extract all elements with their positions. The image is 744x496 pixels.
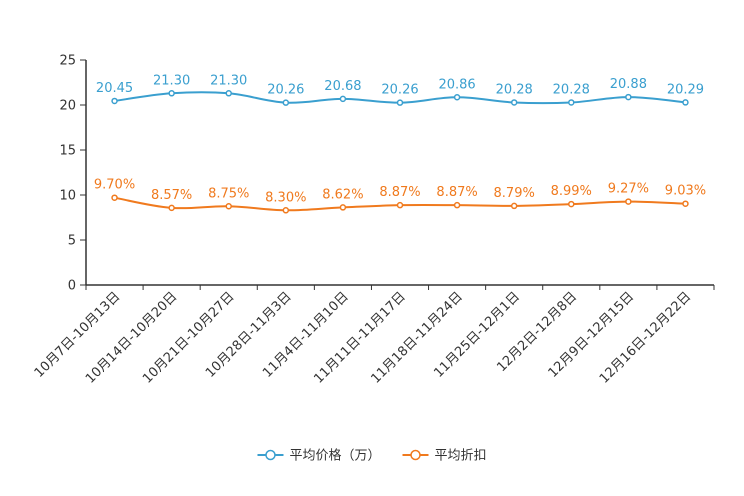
legend-item-0[interactable]: 平均价格（万）	[257, 448, 381, 464]
data-point[interactable]	[510, 99, 518, 106]
data-point[interactable]	[168, 90, 175, 97]
y-tick-label: 20	[59, 99, 76, 114]
data-label: 21.30	[210, 73, 247, 88]
y-tick-label: 15	[59, 144, 76, 159]
y-tick-label: 10	[59, 189, 76, 204]
data-point[interactable]	[168, 204, 175, 212]
data-label: 20.26	[381, 83, 418, 98]
data-label: 8.87%	[436, 185, 477, 200]
data-label: 20.86	[438, 77, 475, 92]
data-point[interactable]	[625, 93, 632, 101]
data-label: 8.99%	[551, 184, 592, 199]
legend-marker-icon	[410, 449, 421, 461]
data-point[interactable]	[396, 201, 404, 209]
data-point[interactable]	[682, 200, 689, 207]
data-point[interactable]	[282, 99, 290, 106]
data-point[interactable]	[396, 99, 404, 106]
data-label: 8.87%	[379, 185, 420, 200]
data-label: 8.75%	[208, 186, 249, 201]
y-tick-label: 5	[68, 234, 76, 249]
data-label: 8.57%	[151, 188, 192, 203]
data-label: 8.30%	[265, 190, 306, 205]
data-label: 9.27%	[608, 182, 649, 197]
legend-marker-icon	[265, 449, 276, 461]
data-label: 8.79%	[494, 186, 535, 201]
data-point[interactable]	[225, 203, 232, 210]
data-point[interactable]	[282, 207, 290, 214]
data-point[interactable]	[339, 204, 347, 211]
data-label: 20.29	[667, 82, 704, 97]
data-label: 20.68	[324, 79, 361, 94]
data-point[interactable]	[225, 90, 232, 97]
data-label: 9.03%	[665, 184, 706, 199]
data-label: 20.88	[610, 77, 647, 92]
legend-label: 平均折扣	[435, 449, 487, 464]
data-point[interactable]	[111, 194, 118, 201]
data-point[interactable]	[111, 97, 118, 105]
legend[interactable]: 平均价格（万） 平均折扣	[257, 448, 487, 464]
data-point[interactable]	[568, 200, 575, 208]
y-tick-label: 0	[68, 279, 76, 294]
data-label: 20.28	[496, 82, 533, 97]
data-label: 21.30	[153, 73, 190, 88]
series-0: 20.45 21.30 21.30 20.26 20.68 20.26 20.86 20.28…	[96, 73, 704, 106]
legend-label: 平均价格（万）	[289, 448, 380, 464]
data-point[interactable]	[625, 198, 632, 205]
data-point[interactable]	[568, 99, 575, 106]
data-label: 20.45	[96, 81, 133, 96]
data-point[interactable]	[453, 201, 461, 209]
series-1: 9.70% 8.57% 8.75% 8.30% 8.62% 8.87% 8.87% 8.79%…	[94, 178, 706, 214]
data-point[interactable]	[339, 95, 347, 103]
axes: 051015202510月7日-10月13日10月14日-10月20日10月21…	[32, 54, 715, 387]
data-point[interactable]	[453, 94, 461, 101]
data-point[interactable]	[510, 202, 518, 210]
data-label: 20.26	[267, 83, 304, 98]
data-label: 8.62%	[322, 187, 363, 202]
data-label: 20.28	[553, 82, 590, 97]
legend-item-1[interactable]: 平均折扣	[402, 449, 487, 464]
data-point[interactable]	[682, 99, 689, 106]
y-tick-label: 25	[59, 54, 76, 69]
series-layer: 20.45 21.30 21.30 20.26 20.68 20.26 20.86 20.28…	[94, 73, 706, 214]
data-label: 9.70%	[94, 178, 135, 193]
